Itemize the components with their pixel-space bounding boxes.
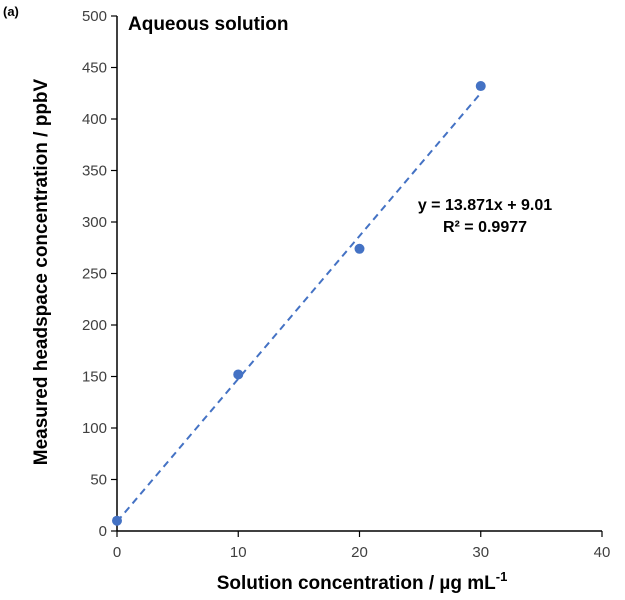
y-tick-label: 150 (82, 369, 107, 386)
y-tick-label: 450 (82, 60, 107, 77)
trendline-equation: y = 13.871x + 9.01 (418, 197, 552, 214)
data-point (475, 81, 486, 92)
y-tick-label: 50 (90, 472, 107, 489)
y-tick-label: 350 (82, 163, 107, 180)
chart-title: Aqueous solution (128, 14, 288, 35)
x-tick-label: 30 (472, 544, 489, 561)
y-tick-label: 300 (82, 214, 107, 231)
panel-label: (a) (3, 4, 19, 19)
y-tick-label: 250 (82, 266, 107, 283)
x-tick-label: 10 (230, 544, 247, 561)
x-tick-label: 0 (113, 544, 121, 561)
y-axis-title: Measured headspace concentration / ppbV (31, 78, 52, 465)
data-point (233, 369, 244, 380)
y-tick-label: 500 (82, 8, 107, 25)
x-axis-title-text: Solution concentration / µg mL (217, 573, 496, 594)
y-tick-label: 100 (82, 420, 107, 437)
data-point (354, 243, 365, 254)
r-squared-label: R² = 0.9977 (443, 219, 527, 236)
y-tick-label: 400 (82, 111, 107, 128)
y-axis-ticks: 0 50 100 150 200 250 300 350 400 450 500 (82, 8, 117, 540)
x-axis-title: Solution concentration / µg mL-1 (217, 569, 508, 594)
y-tick-label: 0 (99, 523, 107, 540)
trendline (116, 92, 482, 523)
data-point (112, 515, 122, 526)
x-tick-label: 20 (351, 544, 368, 561)
data-points (112, 81, 486, 526)
x-axis-ticks: 0 10 20 30 40 (113, 531, 611, 561)
y-tick-label: 200 (82, 317, 107, 334)
x-tick-label: 40 (594, 544, 611, 561)
x-axis-title-superscript: -1 (496, 569, 508, 584)
